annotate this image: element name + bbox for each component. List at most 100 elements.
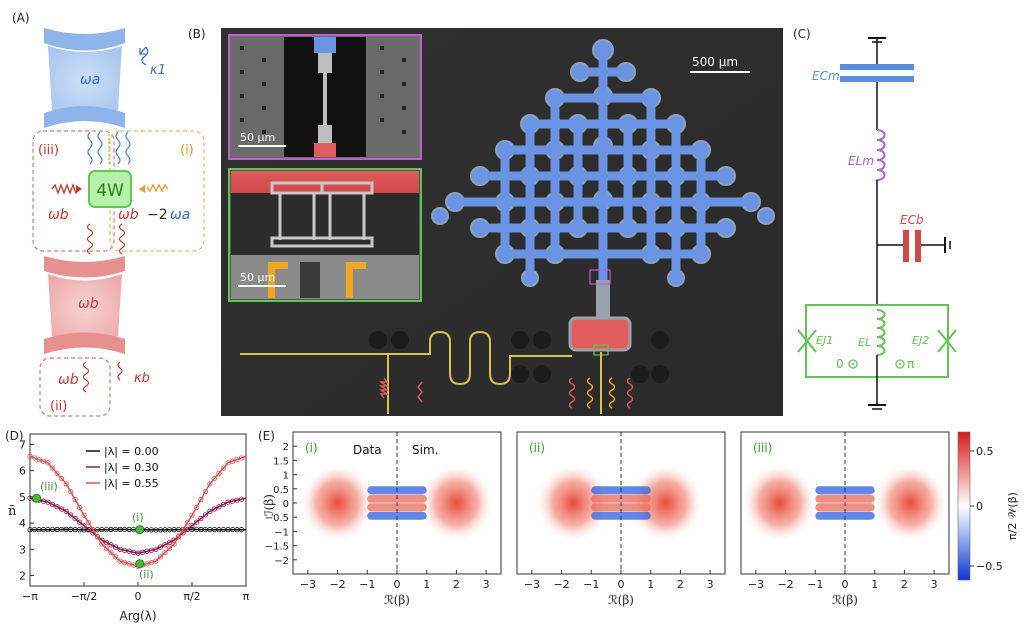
- mirror-bottom-a: [44, 106, 125, 128]
- x-tick-label: π/2: [183, 590, 200, 603]
- four-wave-box: [88, 170, 132, 208]
- wigner-fringe-2: [815, 503, 875, 512]
- x-tick-label: 3: [483, 578, 490, 591]
- inductor-lm: [876, 129, 886, 181]
- y-tick-label: 7: [19, 438, 26, 451]
- series-point-2: [68, 489, 74, 495]
- fractal-branches: [455, 50, 751, 290]
- series-point-1: [76, 519, 83, 525]
- series-point-2: [184, 519, 191, 526]
- omega-b-right-label: ωb: [118, 207, 139, 223]
- cap-m-bottom: [840, 76, 914, 82]
- wigner-fringe-3: [591, 511, 651, 520]
- flux-pi-dot-icon: [898, 362, 902, 366]
- colorbar: [957, 431, 971, 581]
- junction-2-icon: [937, 329, 957, 353]
- x-tick-label: −1: [583, 578, 599, 591]
- omega-a-sub-label: ωa: [170, 207, 190, 223]
- pump-left-wave-icon: [51, 183, 80, 195]
- wave-red-in-icon: [82, 361, 90, 393]
- y-tick-label: 2: [283, 442, 289, 453]
- wave-red-down-2-icon: [118, 223, 126, 255]
- wigner-lobe-0: [535, 463, 612, 543]
- ecb-label: ECb: [900, 213, 924, 227]
- wigner-subpanel-0: −3 −2 −1 0 1 2 3 2 1.5 1 0.5 0 −0.5 −1 −1.5 −2 (i) ℛ(β): [265, 431, 502, 607]
- series-point-1: [103, 539, 110, 546]
- elm-label: ELm: [848, 154, 874, 168]
- series-point-1: [198, 515, 204, 522]
- colorbar-tick-label-0: 0.5: [976, 445, 994, 458]
- ecm-label: ECm: [812, 69, 840, 83]
- panel-a-label: (A): [12, 11, 30, 25]
- box-ii: [39, 357, 111, 417]
- y-tick-label: 1: [283, 471, 289, 482]
- legend-entry-1: |λ| = 0.30: [104, 461, 159, 474]
- series-point-1: [72, 515, 78, 522]
- flux-zero-icon: [848, 359, 858, 369]
- series-point-2: [175, 534, 182, 540]
- series-point-1: [49, 501, 56, 508]
- series-point-2: [72, 496, 78, 503]
- series-point-2: [144, 561, 150, 567]
- subpanel-xlabel: ℛ(β): [832, 593, 858, 607]
- point-i-label: (i): [132, 511, 144, 524]
- series-point-2: [225, 460, 231, 466]
- series-point-1: [108, 542, 114, 548]
- wave-red-down-1-icon: [86, 223, 94, 255]
- inductor-l: [876, 309, 886, 356]
- plot-d-legend: |λ| = 0.00 |λ| = 0.30 |λ| = 0.55: [86, 445, 159, 490]
- pump-wave-red-2-icon: [626, 377, 634, 409]
- cap-m-top: [840, 64, 914, 70]
- highlight-point-2: [32, 493, 42, 503]
- bond-pads: [369, 331, 669, 383]
- series-point-2: [103, 545, 110, 551]
- series-point-1: [153, 546, 159, 552]
- x-tick-label: 1: [423, 578, 430, 591]
- inset-2-orange-right-top: [346, 262, 366, 269]
- series-point-2: [162, 549, 168, 556]
- point-iii-label: (iii): [40, 480, 58, 493]
- series-point-2: [85, 519, 92, 526]
- mirror-top-a: [44, 28, 125, 51]
- x-tick-label: −π/2: [71, 590, 98, 603]
- ej1-label: EJ1: [816, 334, 833, 347]
- series-point-2: [229, 458, 236, 464]
- resonator-a-body: [48, 46, 122, 116]
- series-point-2: [238, 455, 245, 461]
- legend-entry-2: |λ| = 0.55: [104, 477, 159, 490]
- x-tick-label: −3: [300, 578, 316, 591]
- stem: [596, 280, 610, 320]
- series-point-2: [45, 460, 51, 466]
- series-point-2: [90, 527, 96, 533]
- colorbar-label: π/2 𝒲(β): [1006, 492, 1019, 540]
- inset-2-scale-label: 50 μm: [240, 271, 275, 284]
- wigner-fringe-3: [815, 511, 875, 520]
- pump-right-arrow-icon: [139, 185, 145, 193]
- inset-2-squid: [270, 181, 374, 248]
- x-tick-label: −2: [329, 578, 345, 591]
- panel-c-label: (C): [793, 27, 811, 41]
- series-point-2: [157, 554, 164, 560]
- panel-a: (A) ωa κ1 (iii) (i) 4W ωb ωb −2 ωa: [12, 11, 205, 417]
- x-tick-label: 1: [871, 578, 878, 591]
- highlight-point-0: [135, 525, 145, 535]
- y-tick-label: −0.5: [265, 513, 289, 524]
- wigner-subpanel-1: −3 −2 −1 0 1 2 3 (ii) ℛ(β): [516, 431, 726, 607]
- plot-e-ylabel: ℐ(β): [262, 494, 276, 516]
- x-tick-label: 0: [135, 590, 142, 603]
- ej2-label: EJ2: [912, 334, 929, 347]
- series-point-2: [40, 458, 47, 464]
- wigner-fringe-3: [367, 511, 427, 520]
- subpanel-label: (iii): [753, 441, 772, 455]
- mirror-top-b: [44, 256, 125, 278]
- y-tick-label: −1.5: [265, 542, 289, 553]
- inset-1-junction-bottom: [318, 125, 332, 143]
- series-point-1: [162, 542, 168, 548]
- inset-1-holes: [240, 46, 406, 134]
- y-tick-label: 5: [19, 491, 26, 504]
- wigner-lobe-0: [741, 463, 818, 543]
- series-line-1: [29, 497, 247, 554]
- wigner-subpanel-2: −3 −2 −1 0 1 2 3 (iii) ℛ(β): [740, 431, 950, 607]
- omega-b-res-label: ωb: [78, 296, 99, 312]
- x-tick-label: −3: [748, 578, 764, 591]
